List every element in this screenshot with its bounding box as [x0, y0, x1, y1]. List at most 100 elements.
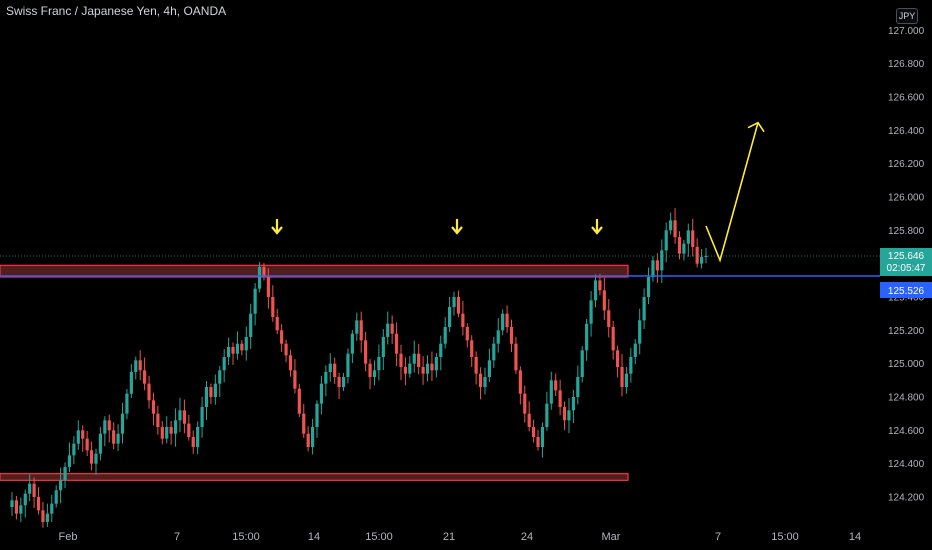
- candle-body: [664, 230, 668, 251]
- candle-body: [452, 297, 456, 307]
- candle-body: [615, 350, 620, 367]
- candle-body: [191, 437, 195, 447]
- candle-body: [341, 377, 346, 387]
- candle-body: [439, 343, 443, 357]
- candle-body: [293, 370, 297, 389]
- candle-body: [112, 430, 116, 444]
- x-axis-tick: 14: [849, 531, 861, 543]
- candle-body: [28, 483, 32, 494]
- candle-body: [337, 377, 341, 387]
- y-axis-tick: 125.000: [888, 359, 925, 370]
- last-price-value: 125.646: [888, 251, 925, 262]
- candle-body: [306, 433, 310, 447]
- candle-body: [355, 320, 359, 334]
- candle-body: [386, 323, 390, 337]
- candle-body: [576, 377, 580, 397]
- candle-body: [478, 373, 483, 387]
- candle-body: [629, 357, 633, 374]
- candle-body: [257, 267, 262, 289]
- candle-body: [275, 317, 279, 331]
- candle-body: [686, 230, 690, 244]
- candle-body: [187, 423, 191, 437]
- candle-body: [554, 380, 558, 391]
- candle-body: [72, 443, 76, 456]
- candle-body: [262, 267, 266, 277]
- candle-body: [54, 490, 58, 504]
- candle-body: [399, 353, 403, 367]
- candle-body: [456, 297, 461, 314]
- candle-body: [302, 413, 306, 434]
- x-axis-tick: 15:00: [771, 531, 799, 543]
- candle-body: [67, 455, 72, 467]
- candle-body: [580, 350, 584, 377]
- candle-body: [200, 407, 204, 427]
- candle-body: [94, 453, 98, 464]
- candle-body: [209, 387, 213, 397]
- last-price-tag: [880, 248, 932, 276]
- candle-body: [178, 410, 182, 421]
- candle-body: [558, 390, 562, 407]
- candle-body: [695, 247, 699, 264]
- candle-body: [231, 347, 235, 354]
- candle-body: [297, 388, 301, 414]
- candle-body: [253, 288, 257, 314]
- candle-body: [266, 277, 270, 297]
- candle-body: [310, 427, 315, 447]
- candle-body: [425, 363, 430, 374]
- candle-body: [699, 257, 704, 264]
- candle-body: [448, 307, 452, 327]
- candle-body: [505, 313, 509, 327]
- x-axis-tick: Mar: [602, 531, 621, 543]
- x-axis-tick: 7: [715, 531, 721, 543]
- candle-body: [213, 383, 217, 397]
- candle-body: [368, 363, 372, 377]
- candle-body: [394, 333, 399, 354]
- candle-body: [421, 367, 425, 374]
- candle-body: [138, 360, 142, 371]
- y-axis-tick: 126.600: [888, 93, 925, 104]
- candle-body: [430, 363, 434, 371]
- candle-body: [518, 370, 522, 394]
- projection-path: [705, 122, 759, 263]
- y-axis-tick: 125.200: [888, 326, 925, 337]
- candle-body: [359, 320, 363, 341]
- candle-body: [196, 427, 200, 447]
- countdown-value: 02:05:47: [887, 263, 926, 274]
- candle-body: [120, 413, 125, 434]
- candle-body: [527, 413, 531, 427]
- x-axis-tick: 24: [521, 531, 533, 543]
- candle-body: [372, 370, 377, 377]
- candle-body: [173, 420, 178, 434]
- y-axis-tick: 124.400: [888, 459, 925, 470]
- candle-body: [116, 433, 120, 444]
- candle-body: [434, 357, 438, 371]
- candle-body: [403, 367, 408, 374]
- candle-body: [571, 397, 575, 411]
- candle-body: [545, 403, 549, 427]
- candle-body: [85, 438, 89, 451]
- candle-body: [602, 290, 606, 311]
- candle-body: [165, 427, 169, 439]
- candle-body: [280, 330, 284, 344]
- candle-body: [89, 450, 94, 464]
- candle-body: [598, 280, 602, 291]
- y-axis-tick: 126.800: [888, 59, 925, 70]
- candle-body: [487, 360, 492, 377]
- candle-body: [143, 370, 147, 384]
- candle-body: [350, 333, 354, 354]
- y-axis-tick: 124.800: [888, 393, 925, 404]
- candle-body: [669, 220, 673, 231]
- candle-body: [593, 280, 598, 301]
- candle-body: [474, 357, 478, 374]
- candle-body: [182, 410, 186, 424]
- resistance-zone: [0, 264, 629, 278]
- candle-body: [465, 327, 469, 341]
- currency-button[interactable]: JPY: [896, 8, 918, 24]
- candle-body: [81, 430, 85, 439]
- candle-body: [390, 323, 394, 334]
- support-zone: [0, 473, 629, 481]
- y-axis-tick: 126.200: [888, 159, 925, 170]
- candle-body: [50, 503, 54, 514]
